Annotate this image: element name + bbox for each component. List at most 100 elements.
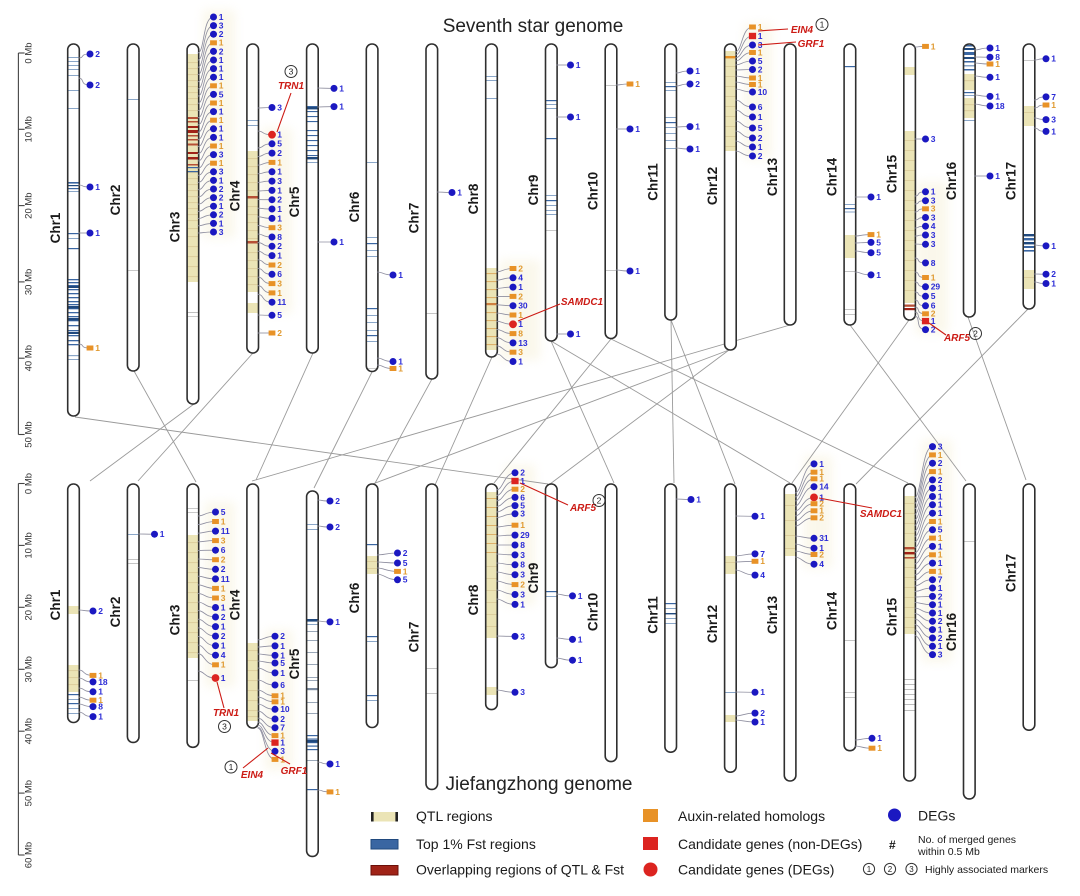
svg-text:4: 4 (931, 221, 936, 231)
svg-text:6: 6 (280, 680, 285, 690)
svg-text:2: 2 (277, 241, 282, 251)
svg-text:Chr5: Chr5 (287, 648, 302, 679)
svg-text:0 Mb: 0 Mb (23, 473, 34, 494)
svg-text:13: 13 (518, 338, 528, 348)
svg-text:29: 29 (931, 282, 941, 292)
svg-text:Chr8: Chr8 (466, 183, 481, 214)
svg-text:1: 1 (1051, 54, 1056, 64)
svg-text:5: 5 (221, 507, 226, 517)
svg-text:1: 1 (931, 187, 936, 197)
svg-text:Chr14: Chr14 (825, 157, 840, 196)
svg-text:5: 5 (876, 248, 881, 258)
svg-text:3: 3 (277, 102, 282, 112)
svg-text:1: 1 (221, 673, 226, 683)
svg-text:Chr1: Chr1 (48, 589, 63, 620)
svg-text:1: 1 (695, 122, 700, 132)
svg-text:1: 1 (403, 566, 408, 576)
svg-text:1: 1 (938, 450, 943, 460)
svg-text:1: 1 (938, 625, 943, 635)
svg-text:5: 5 (219, 89, 224, 99)
svg-text:7: 7 (280, 723, 285, 733)
svg-text:20 Mb: 20 Mb (23, 192, 34, 218)
svg-text:1: 1 (877, 733, 882, 743)
svg-text:1: 1 (277, 251, 282, 261)
svg-text:1: 1 (221, 602, 226, 612)
svg-text:1: 1 (280, 668, 285, 678)
svg-text:5: 5 (758, 56, 763, 66)
svg-text:1: 1 (277, 157, 282, 167)
svg-text:8: 8 (931, 258, 936, 268)
svg-text:1: 1 (277, 213, 282, 223)
svg-text:7: 7 (1051, 92, 1056, 102)
svg-text:Highly associated markers: Highly associated markers (925, 864, 1048, 876)
svg-text:Chr1: Chr1 (48, 212, 63, 243)
svg-text:5: 5 (277, 310, 282, 320)
svg-text:8: 8 (98, 702, 103, 712)
svg-text:2: 2 (277, 328, 282, 338)
svg-text:1: 1 (938, 641, 943, 651)
svg-text:1: 1 (938, 583, 943, 593)
svg-text:Chr15: Chr15 (884, 597, 899, 636)
svg-text:6: 6 (221, 545, 226, 555)
svg-text:Top 1% Fst regions: Top 1% Fst regions (416, 836, 536, 852)
svg-text:1: 1 (995, 43, 1000, 53)
svg-text:TRN1: TRN1 (278, 81, 305, 92)
svg-text:3: 3 (520, 589, 525, 599)
svg-text:2: 2 (938, 475, 943, 485)
svg-text:11: 11 (221, 526, 230, 536)
svg-text:1: 1 (518, 319, 523, 329)
svg-text:3: 3 (219, 167, 224, 177)
svg-text:40 Mb: 40 Mb (23, 718, 34, 744)
svg-text:1: 1 (578, 634, 583, 644)
svg-text:1: 1 (938, 483, 943, 493)
svg-text:1: 1 (635, 79, 640, 89)
svg-text:1: 1 (219, 158, 224, 168)
svg-text:1: 1 (938, 558, 943, 568)
svg-text:2: 2 (219, 210, 224, 220)
svg-text:EIN4: EIN4 (241, 770, 264, 781)
svg-text:2: 2 (219, 29, 224, 39)
svg-text:Chr11: Chr11 (645, 596, 660, 634)
svg-text:1: 1 (335, 759, 340, 769)
svg-text:18: 18 (995, 101, 1005, 111)
svg-text:30 Mb: 30 Mb (23, 656, 34, 682)
svg-text:6: 6 (931, 301, 936, 311)
svg-text:2: 2 (518, 291, 523, 301)
svg-text:1: 1 (938, 491, 943, 501)
svg-text:18: 18 (98, 677, 108, 687)
svg-text:1: 1 (520, 520, 525, 530)
svg-text:1: 1 (335, 617, 340, 627)
svg-text:2: 2 (277, 195, 282, 205)
svg-text:1: 1 (1051, 241, 1056, 251)
svg-text:Overlapping regions of QTL & F: Overlapping regions of QTL & Fst (416, 862, 624, 878)
svg-text:3: 3 (520, 631, 525, 641)
svg-text:Chr12: Chr12 (705, 167, 720, 205)
svg-text:SAMDC1: SAMDC1 (561, 297, 604, 308)
svg-text:1: 1 (938, 467, 943, 477)
svg-text:1: 1 (398, 356, 403, 366)
svg-text:1: 1 (219, 38, 224, 48)
svg-text:Chr14: Chr14 (825, 591, 840, 630)
svg-text:50 Mb: 50 Mb (23, 780, 34, 806)
svg-text:1: 1 (635, 266, 640, 276)
svg-text:3: 3 (938, 442, 943, 452)
svg-text:1: 1 (938, 541, 943, 551)
svg-text:1: 1 (520, 599, 525, 609)
svg-text:SAMDC1: SAMDC1 (860, 509, 903, 520)
svg-text:1: 1 (160, 529, 165, 539)
svg-text:10: 10 (280, 704, 290, 714)
svg-text:1: 1 (576, 60, 581, 70)
svg-text:3: 3 (518, 347, 523, 357)
svg-text:1: 1 (98, 695, 103, 705)
svg-text:2: 2 (219, 46, 224, 56)
svg-text:1: 1 (277, 167, 282, 177)
svg-text:2: 2 (888, 865, 893, 874)
svg-text:Chr11: Chr11 (645, 163, 660, 201)
svg-text:Jiefangzhong genome: Jiefangzhong genome (446, 774, 633, 795)
svg-text:1: 1 (758, 112, 763, 122)
svg-text:3: 3 (931, 230, 936, 240)
svg-text:1: 1 (219, 12, 224, 22)
svg-text:2: 2 (221, 612, 226, 622)
svg-text:1: 1 (339, 102, 344, 112)
svg-text:8: 8 (520, 540, 525, 550)
